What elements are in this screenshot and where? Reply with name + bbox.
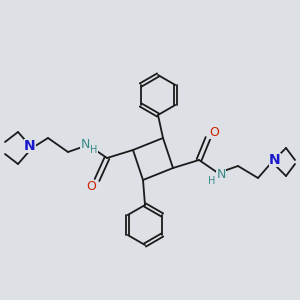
Text: H: H xyxy=(90,145,98,155)
Text: O: O xyxy=(86,179,96,193)
Text: N: N xyxy=(216,169,226,182)
Text: N: N xyxy=(269,153,281,167)
Text: H: H xyxy=(208,176,216,186)
Text: O: O xyxy=(209,125,219,139)
Text: N: N xyxy=(24,139,36,153)
Text: N: N xyxy=(80,137,90,151)
